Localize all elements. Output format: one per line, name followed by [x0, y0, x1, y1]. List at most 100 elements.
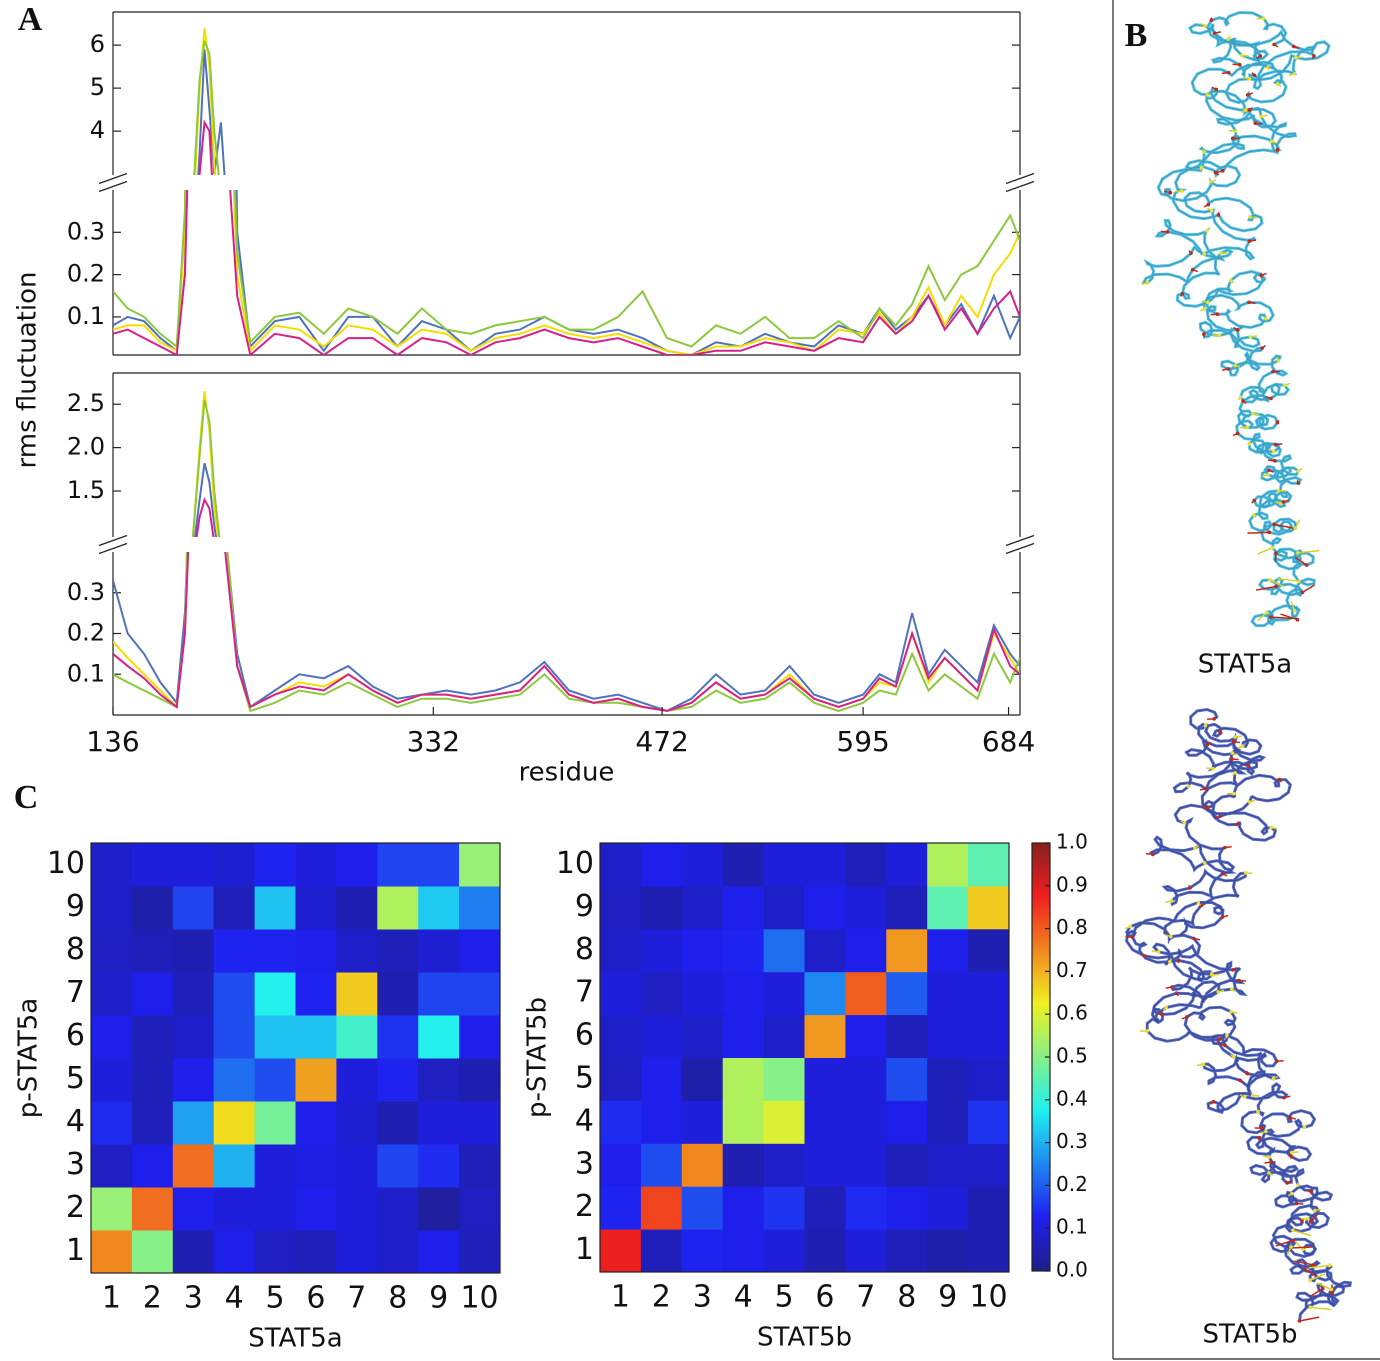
atom: [1203, 150, 1207, 154]
atom: [1168, 960, 1172, 964]
y-tick-label: 5: [66, 1061, 85, 1096]
atom: [1272, 43, 1276, 47]
heatmap-cell: [91, 1187, 132, 1231]
x-axis-label: residue: [519, 758, 615, 788]
heatmap-cell: [641, 1100, 682, 1143]
heatmap-cell: [214, 1101, 255, 1145]
atom: [1203, 307, 1207, 311]
heatmap-cell: [459, 886, 500, 930]
atom: [1131, 935, 1135, 939]
atom: [1305, 563, 1309, 567]
atom: [1273, 459, 1277, 463]
heatmap-cell: [600, 886, 641, 929]
x-tick-label: 6: [815, 1280, 834, 1315]
atom: [1223, 846, 1227, 850]
atom: [1293, 72, 1297, 76]
heatmap-cell: [459, 1230, 500, 1274]
x-axis-label: STAT5a: [248, 1324, 343, 1354]
heatmap-cell: [173, 972, 214, 1016]
colorbar-tick-label: 0.7: [1056, 958, 1088, 982]
atom: [1203, 24, 1207, 28]
atom: [1206, 93, 1210, 97]
heatmap-cell: [214, 843, 255, 887]
heatmap-cell: [927, 972, 968, 1015]
y-tick-label: 6: [575, 1018, 594, 1053]
heatmap-cell: [296, 1015, 337, 1059]
atom: [1180, 189, 1184, 193]
heatmap-cell: [459, 1101, 500, 1145]
atom: [1210, 209, 1214, 213]
atom: [1204, 724, 1208, 728]
heatmap-cell: [173, 1015, 214, 1059]
heatmap-cell: [377, 1101, 418, 1145]
atom: [1229, 1010, 1233, 1014]
x-tick-label: 2: [652, 1280, 671, 1315]
heatmap-cell: [682, 1143, 723, 1186]
heatmap-cell: [968, 1186, 1009, 1229]
series-line: [113, 41, 1020, 302]
heatmap-cell: [723, 886, 764, 929]
heatmap-cell: [459, 1144, 500, 1188]
heatmap-cell: [255, 1144, 296, 1188]
backbone: [1144, 13, 1329, 626]
heatmap-cell: [418, 1144, 459, 1188]
colorbar-tick-label: 0.2: [1056, 1172, 1088, 1196]
heatmap-cell: [296, 1144, 337, 1188]
atom: [1272, 450, 1276, 454]
x-tick-label: 472: [635, 725, 688, 758]
atom: [1245, 425, 1249, 429]
heatmap-cell: [682, 1058, 723, 1101]
atom: [1233, 735, 1237, 739]
atom: [1288, 1116, 1292, 1120]
heatmap-cell: [600, 1100, 641, 1143]
heatmap-cell: [886, 1186, 927, 1229]
heatmap-cell: [336, 1058, 377, 1102]
heatmap-cell: [132, 1230, 173, 1274]
y-tick-label: 4: [575, 1103, 594, 1138]
atom: [1296, 1183, 1300, 1187]
atom: [1297, 481, 1301, 485]
series-line: [113, 145, 1020, 711]
y-tick-label: 0.3: [67, 578, 105, 606]
heatmap-cell: [805, 1143, 846, 1186]
y-tick-label: 8: [66, 932, 85, 967]
atom: [1258, 54, 1262, 58]
heatmap-cell: [682, 886, 723, 929]
atom: [1214, 171, 1218, 175]
atom: [1229, 279, 1233, 283]
heatmap-cell: [459, 1187, 500, 1231]
atom: [1290, 1151, 1294, 1155]
heatmap-cell: [886, 1229, 927, 1272]
atom: [1146, 281, 1150, 285]
atom: [1279, 502, 1283, 506]
atom: [1276, 82, 1280, 86]
y-tick-label: 4: [66, 1104, 85, 1139]
atom: [1217, 334, 1221, 338]
atom: [1231, 968, 1235, 972]
series-line: [113, 0, 1020, 355]
atom: [1210, 973, 1214, 977]
atom: [1206, 301, 1210, 305]
atom: [1232, 792, 1236, 796]
atom: [1226, 367, 1230, 371]
atom: [1169, 191, 1173, 195]
heatmap-cell: [132, 1101, 173, 1145]
heatmap-cell: [641, 843, 682, 886]
atom: [1244, 871, 1248, 875]
series-line: [113, 0, 1020, 347]
atom: [1206, 743, 1210, 747]
y-tick-label: 0.2: [67, 619, 105, 647]
x-tick-label: 6: [306, 1281, 325, 1316]
atom: [1203, 861, 1207, 865]
heatmap-cell: [91, 1144, 132, 1188]
heatmap-cell: [886, 843, 927, 886]
heatmap-cell: [723, 1058, 764, 1101]
heatmap-cell: [886, 1015, 927, 1058]
atom: [1290, 1155, 1294, 1159]
atom: [1212, 717, 1216, 721]
heatmap-cell: [91, 1101, 132, 1145]
atom: [1221, 872, 1225, 876]
x-tick-label: 10: [969, 1280, 1007, 1315]
atom: [1232, 1055, 1236, 1059]
atom: [1238, 63, 1242, 67]
